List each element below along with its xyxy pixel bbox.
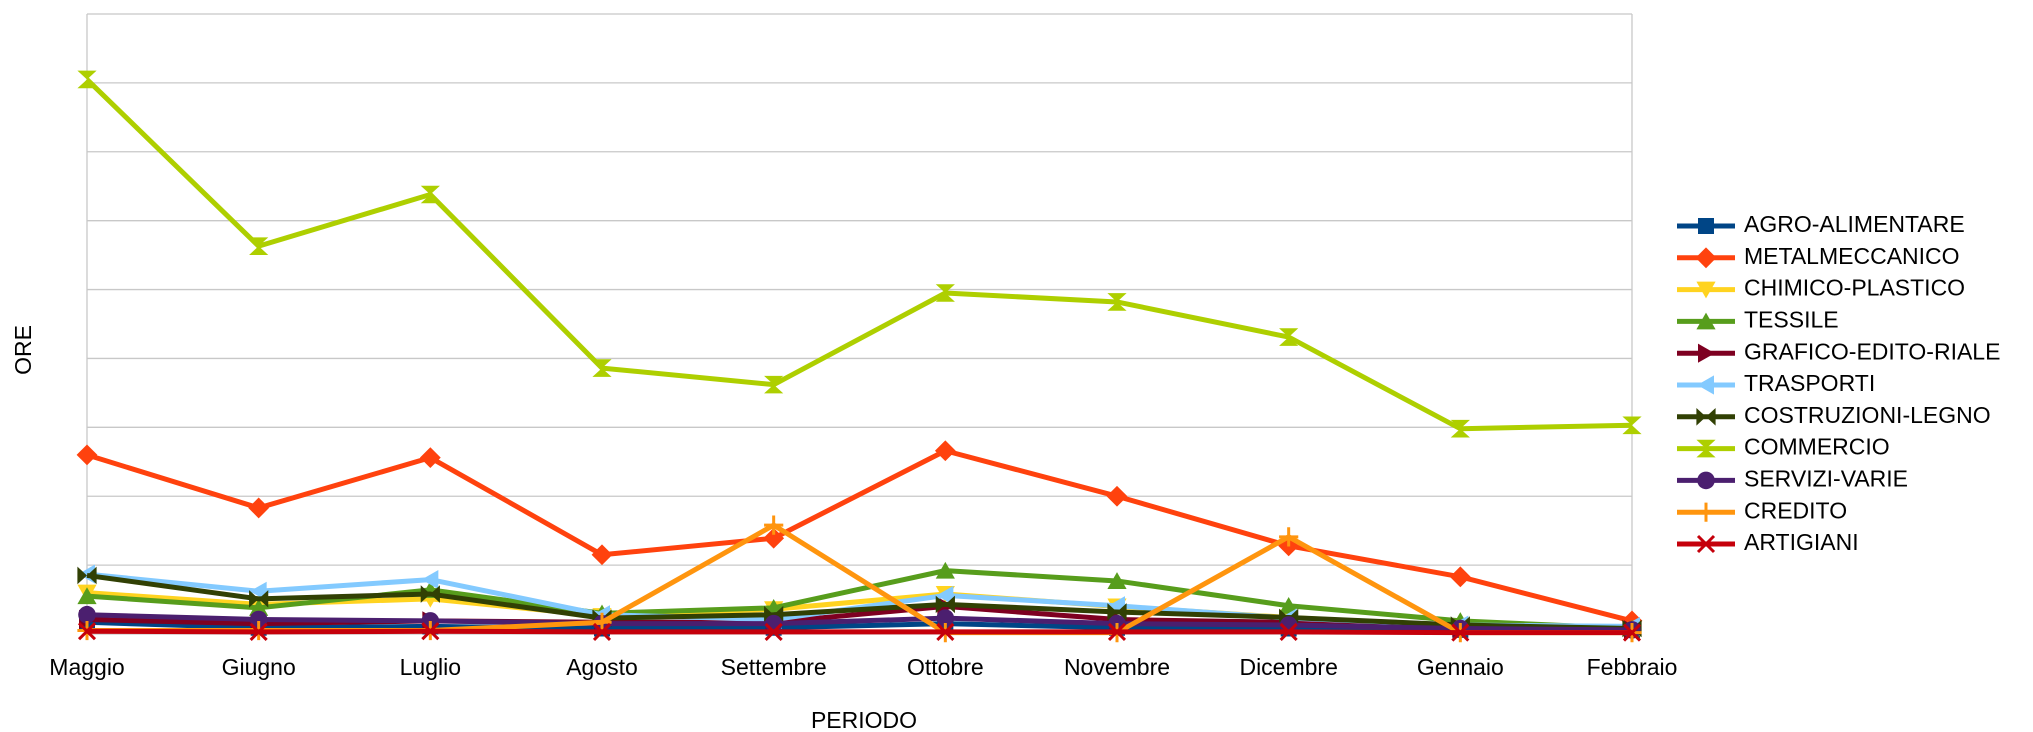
marker: [1107, 293, 1127, 311]
marker: [76, 444, 98, 466]
marker: [1107, 572, 1127, 589]
legend-marker: [1696, 408, 1716, 426]
marker: [421, 622, 440, 641]
legend-label: METALMECCANICO: [1744, 243, 1960, 269]
legend-label: COMMERCIO: [1744, 434, 1890, 460]
y-axis-title: ORE: [10, 325, 36, 375]
legend-marker: [1696, 534, 1716, 554]
x-tick-label: Ottobre: [907, 654, 984, 680]
legend-label: SERVIZI-VARIE: [1744, 465, 1908, 491]
marker: [592, 612, 612, 632]
marker: [764, 375, 784, 394]
marker: [421, 569, 439, 590]
marker: [1279, 596, 1299, 614]
legend-label: ARTIGIANI: [1744, 529, 1859, 555]
marker: [764, 515, 784, 535]
marker: [420, 185, 440, 204]
x-tick-label: Febbraio: [1587, 654, 1678, 680]
series-line: [86, 572, 1633, 631]
marker: [77, 566, 97, 585]
legend-marker: [1696, 312, 1716, 330]
marker: [248, 497, 270, 519]
marker: [78, 605, 96, 624]
legend-marker: [1695, 247, 1717, 269]
legend-label: CREDITO: [1744, 497, 1847, 523]
marker: [1107, 622, 1127, 641]
marker: [249, 622, 268, 641]
legend-marker: [1696, 502, 1716, 522]
marker: [1279, 622, 1298, 641]
marker: [764, 622, 783, 641]
marker: [77, 622, 97, 641]
marker: [419, 447, 441, 469]
legend-label: CHIMICO-PLASTICO: [1744, 275, 1965, 301]
marker: [249, 237, 269, 255]
marker: [249, 590, 269, 608]
marker: [1449, 566, 1471, 588]
x-tick-label: Novembre: [1064, 654, 1170, 680]
legend-label: AGRO-ALIMENTARE: [1744, 211, 1965, 237]
x-tick-label: Giugno: [222, 654, 296, 680]
marker: [935, 595, 955, 614]
x-tick-label: Luglio: [400, 654, 461, 680]
marker: [591, 544, 613, 566]
x-axis-title: PERIODO: [811, 707, 917, 732]
marker: [592, 622, 612, 641]
marker: [1622, 416, 1642, 435]
marker: [592, 359, 612, 377]
marker: [1451, 623, 1470, 642]
marker: [1279, 328, 1299, 346]
marker: [1279, 527, 1299, 547]
x-tick-label: Maggio: [49, 654, 124, 680]
series-line: [86, 612, 1633, 633]
marker: [1450, 419, 1470, 438]
marker: [936, 609, 955, 627]
marker: [936, 622, 955, 641]
marker: [934, 440, 956, 462]
marker: [763, 527, 785, 549]
x-tick-label: Agosto: [566, 654, 638, 680]
legend-marker: [1698, 218, 1714, 234]
x-tick-label: Gennaio: [1417, 654, 1504, 680]
legend-label: GRAFICO-EDITO-RIALE: [1744, 338, 2000, 364]
marker: [249, 610, 268, 629]
marker: [935, 561, 955, 579]
marker: [1106, 485, 1128, 507]
legend-label: TESSILE: [1744, 306, 1839, 332]
marker: [77, 587, 97, 605]
series-line: [86, 448, 1633, 624]
legend-marker: [1696, 281, 1716, 299]
legend-marker: [1697, 471, 1715, 490]
marker: [420, 585, 440, 603]
legend-marker: [1698, 343, 1715, 363]
legend-marker: [1697, 375, 1714, 395]
marker: [77, 70, 97, 89]
x-tick-label: Settembre: [721, 654, 827, 680]
marker: [249, 599, 269, 616]
marker: [1622, 623, 1642, 642]
series-line: [85, 77, 1633, 432]
legend-label: TRASPORTI: [1744, 370, 1875, 396]
marker: [936, 585, 954, 606]
legend-marker: [1696, 439, 1716, 458]
legend-label: COSTRUZIONI-LEGNO: [1744, 402, 1991, 428]
series-line: [86, 628, 1632, 636]
x-tick-label: Dicembre: [1239, 654, 1337, 680]
marker: [935, 284, 955, 302]
